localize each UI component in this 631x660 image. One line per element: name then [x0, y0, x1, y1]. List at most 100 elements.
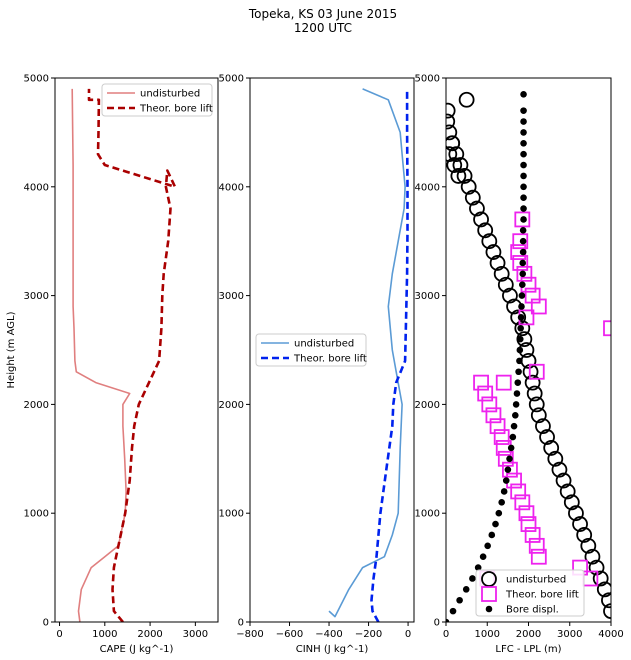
scatter-point-dot: [516, 335, 524, 343]
axes-frame: [249, 77, 415, 623]
x-tick-label: 2000: [137, 629, 162, 640]
scatter-point-dot: [520, 129, 527, 136]
scatter-point-circle: [555, 472, 572, 489]
x-tick-label: −400: [315, 629, 342, 640]
scatter-point-dot: [520, 107, 527, 114]
figure-title-line1: Topeka, KS 03 June 2015: [248, 7, 397, 21]
scatter-point-dot: [519, 227, 527, 234]
scatter-point-circle: [551, 461, 568, 478]
panel-cinh: −800 −600 −400 −200 0 0 1000 2000 3000 4000 5000 CI…: [219, 74, 415, 655]
scatter-point-circle: [497, 276, 514, 293]
scatter-point-circle: [514, 320, 531, 337]
x-tick-label: 0: [443, 629, 449, 640]
series-line: [370, 88, 409, 622]
scatter-point-dot: [510, 422, 518, 430]
y-tick-label: 0: [434, 618, 440, 629]
scatter-point-dot: [520, 172, 527, 180]
x-tick-label: −600: [276, 629, 303, 640]
legend-box: [475, 569, 585, 617]
scatter-point-dot: [520, 91, 527, 98]
y-tick-label: 1000: [219, 509, 244, 520]
figure-title-line2: 1200 UTC: [294, 21, 352, 35]
scatter-point-dot: [516, 357, 523, 365]
y-tick-label: 0: [238, 618, 244, 629]
scatter-point-dot: [519, 248, 527, 256]
scatter-point-circle: [452, 157, 469, 173]
y-tick-label: 2000: [415, 400, 440, 411]
y-tick-label: 4000: [219, 182, 244, 193]
scatter-point-dot: [516, 346, 524, 354]
x-tick-label: 1000: [92, 629, 117, 640]
x-tick-label: −800: [236, 629, 263, 640]
x-axis-label: CINH (J kg^-1): [296, 644, 369, 655]
legend-label: Theor. bore lift: [293, 354, 367, 365]
scatter-point-square: [473, 374, 489, 391]
scatter-point-dot: [495, 509, 503, 517]
scatter-point-circle: [568, 505, 584, 522]
scatter-point-circle: [596, 581, 611, 598]
y-tick-label: 3000: [24, 291, 49, 302]
legend-label: undisturbed: [294, 339, 354, 350]
scatter-point-square: [493, 429, 510, 445]
plot-area-cape: [71, 88, 177, 622]
legend-label: Theor. bore lift: [505, 590, 579, 601]
y-tick-label: 4000: [24, 182, 49, 193]
scatter-point-circle: [584, 548, 601, 565]
scatter-point-dot: [469, 575, 476, 582]
scatter-point-dot: [479, 553, 487, 561]
x-tick-label: 0: [56, 629, 62, 640]
scatter-point-dot: [474, 564, 482, 571]
scatter-point-dot: [520, 216, 527, 223]
series-line: [71, 88, 131, 622]
scatter-point-dot: [513, 390, 521, 397]
scatter-point-circle: [446, 124, 458, 141]
scatter-point-square: [477, 385, 494, 402]
legend-label: Theor. bore lift: [139, 104, 213, 115]
scatter-point-dot: [498, 499, 505, 506]
scatter-point-circle: [601, 592, 611, 609]
scatter-point-circle: [446, 157, 463, 173]
scatter-point-dot: [446, 618, 450, 622]
scatter-point-dot: [456, 596, 463, 604]
scatter-point-dot: [517, 314, 525, 321]
legend-swatch: [485, 605, 493, 613]
scatter-point-dot: [520, 183, 527, 191]
scatter-point-circle: [485, 244, 502, 260]
y-tick-label: 5000: [415, 74, 440, 85]
scatter-point-square: [485, 407, 502, 424]
legend-label: undisturbed: [140, 89, 200, 100]
scatter-point-dot: [500, 488, 508, 495]
x-tick-label: 2000: [516, 629, 541, 640]
scatter-point-dot: [515, 368, 522, 376]
y-axis-label: Height (m AGL): [6, 311, 17, 388]
scatter-point-dot: [519, 237, 527, 245]
scatter-point-square: [481, 396, 498, 413]
scatter-point-circle: [489, 255, 506, 271]
scatter-point-circle: [450, 168, 467, 184]
scatter-point-square: [512, 255, 529, 271]
scatter-point-circle: [460, 178, 477, 195]
scatter-point-square: [512, 233, 529, 250]
scatter-point-square: [510, 483, 527, 500]
scatter-point-square: [528, 537, 545, 554]
x-tick-label: 3000: [183, 629, 208, 640]
scatter-point-dot: [518, 303, 525, 310]
scatter-point-circle: [481, 233, 498, 250]
scatter-point-circle: [446, 113, 456, 130]
scatter-point-dot: [520, 205, 527, 212]
scatter-point-circle: [493, 265, 510, 282]
scatter-point-square: [530, 548, 547, 565]
panels: 0 1000 2000 3000 0 1000 2000 3000 4000 5000 CAPE (…: [24, 74, 624, 656]
scatter-point-dot: [520, 194, 527, 201]
y-tick-label: 5000: [24, 74, 49, 85]
scatter-point-dot: [518, 292, 526, 299]
y-tick-label: 3000: [219, 291, 244, 302]
scatter-point-circle: [528, 396, 545, 413]
scatter-point-circle: [446, 102, 456, 119]
scatter-point-circle: [580, 537, 597, 554]
scatter-point-dot: [519, 270, 527, 278]
scatter-point-circle: [473, 211, 489, 228]
scatter-point-dot: [519, 281, 526, 289]
scatter-point-dot: [520, 161, 527, 169]
